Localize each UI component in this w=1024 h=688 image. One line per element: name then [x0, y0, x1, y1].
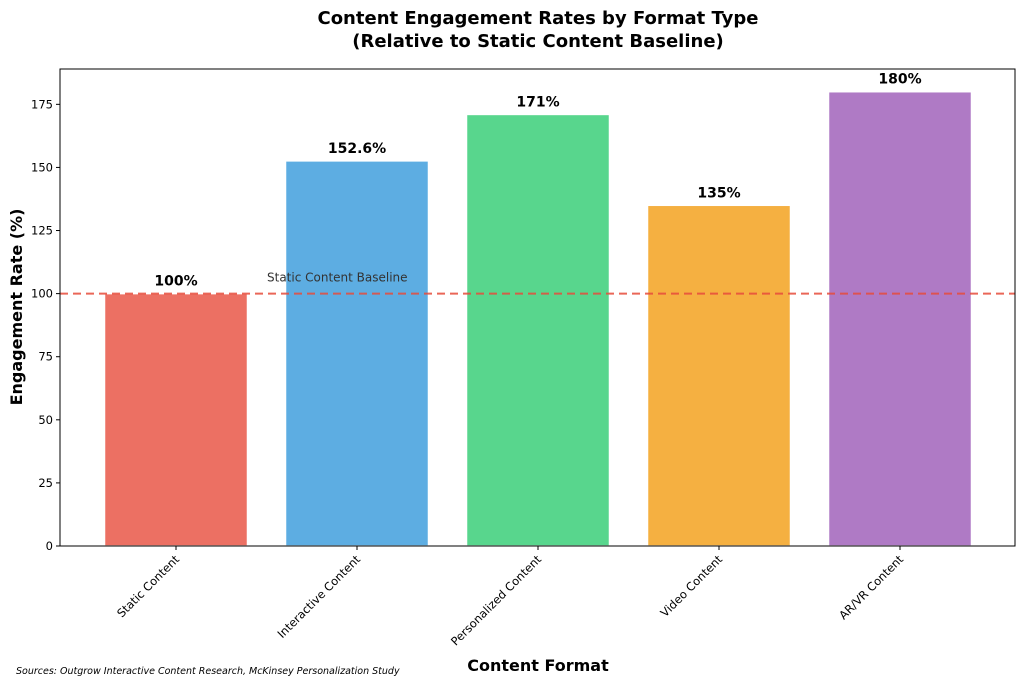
baseline-label: Static Content Baseline: [267, 271, 408, 285]
bar: [827, 90, 973, 547]
bar: [646, 204, 792, 547]
bar: [465, 113, 611, 547]
y-tick-label: 175: [31, 97, 53, 111]
data-label: 100%: [154, 274, 197, 290]
y-tick-label: 0: [46, 539, 53, 553]
data-label: 180%: [878, 72, 921, 88]
data-label: 171%: [516, 94, 559, 110]
x-tick-label: Personalized Content: [448, 552, 544, 648]
y-tick-label: 125: [31, 224, 53, 238]
x-tick-label: Static Content: [114, 552, 182, 620]
source-note: Sources: Outgrow Interactive Content Res…: [16, 666, 400, 677]
y-tick-label: 25: [38, 476, 53, 490]
x-tick-label: Video Content: [658, 552, 726, 620]
chart-title: Content Engagement Rates by Format Type: [317, 8, 758, 29]
bar: [284, 160, 430, 547]
x-axis-label: Content Format: [467, 656, 609, 675]
x-tick-label: Interactive Content: [274, 552, 363, 641]
chart-subtitle: (Relative to Static Content Baseline): [352, 31, 724, 52]
x-tick-label: AR/VR Content: [836, 552, 906, 622]
y-tick-label: 50: [38, 413, 53, 427]
y-tick-label: 75: [38, 350, 53, 364]
bar: [103, 292, 249, 547]
data-label: 152.6%: [328, 141, 386, 157]
y-tick-label: 100: [31, 287, 53, 301]
data-label: 135%: [697, 185, 740, 201]
y-tick-label: 150: [31, 160, 53, 174]
y-axis-label: Engagement Rate (%): [7, 209, 26, 406]
plot-frame: [59, 68, 1016, 547]
